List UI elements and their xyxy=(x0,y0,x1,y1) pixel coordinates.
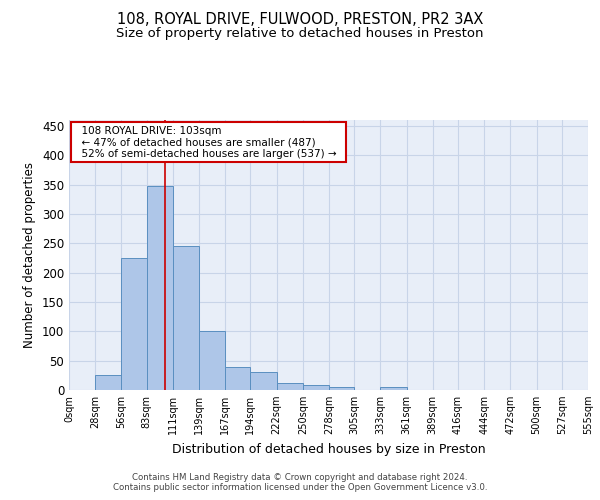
Bar xyxy=(95,376,121,390)
Bar xyxy=(303,386,329,390)
Bar xyxy=(146,186,173,390)
X-axis label: Distribution of detached houses by size in Preston: Distribution of detached houses by size … xyxy=(172,442,485,456)
Text: 108, ROYAL DRIVE, FULWOOD, PRESTON, PR2 3AX: 108, ROYAL DRIVE, FULWOOD, PRESTON, PR2 … xyxy=(117,12,483,28)
Text: 108 ROYAL DRIVE: 103sqm  
  ← 47% of detached houses are smaller (487)  
  52% o: 108 ROYAL DRIVE: 103sqm ← 47% of detache… xyxy=(74,126,343,159)
Y-axis label: Number of detached properties: Number of detached properties xyxy=(23,162,37,348)
Bar xyxy=(380,387,407,390)
Bar xyxy=(199,332,225,390)
Bar xyxy=(329,387,354,390)
Bar xyxy=(121,258,146,390)
Bar xyxy=(173,246,199,390)
Bar xyxy=(277,383,303,390)
Text: Contains HM Land Registry data © Crown copyright and database right 2024.
Contai: Contains HM Land Registry data © Crown c… xyxy=(113,473,487,492)
Text: Size of property relative to detached houses in Preston: Size of property relative to detached ho… xyxy=(116,28,484,40)
Bar xyxy=(250,372,277,390)
Bar xyxy=(225,366,250,390)
